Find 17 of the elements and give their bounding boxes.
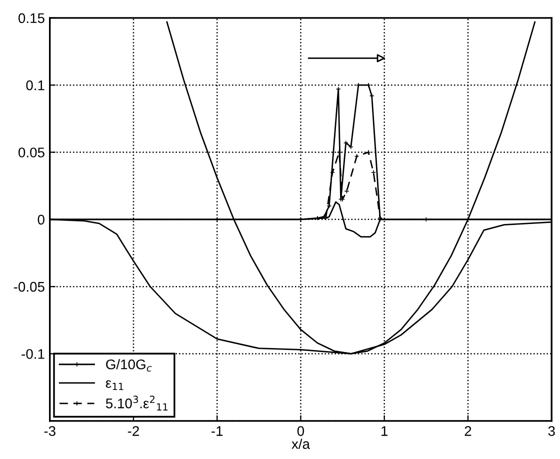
- x-tick-label: 1: [382, 426, 388, 436]
- y-tick-label: -0.1: [22, 349, 44, 359]
- x-tick-label: -1: [212, 426, 223, 436]
- x-tick-label: -3: [44, 426, 56, 436]
- legend-label: 5.10$^{3}$.ε$^{2}$$_{11}$: [106, 396, 168, 410]
- x-axis-title: x/a: [292, 438, 310, 449]
- x-tick-label: -2: [128, 426, 139, 436]
- legend-label: G/10G$_{c}$: [106, 359, 152, 372]
- legend-label: ε$_{11}$: [106, 380, 124, 390]
- y-tick-label: -0.05: [14, 282, 44, 292]
- x-tick-label: 0: [297, 426, 304, 436]
- y-tick-label: 0.1: [26, 80, 44, 90]
- y-tick-label: 0.15: [18, 13, 44, 24]
- y-tick-label: 0: [38, 214, 44, 225]
- x-tick-label: 2: [464, 426, 472, 436]
- x-tick-label: 3: [548, 426, 555, 436]
- y-tick-label: 0.05: [18, 148, 44, 158]
